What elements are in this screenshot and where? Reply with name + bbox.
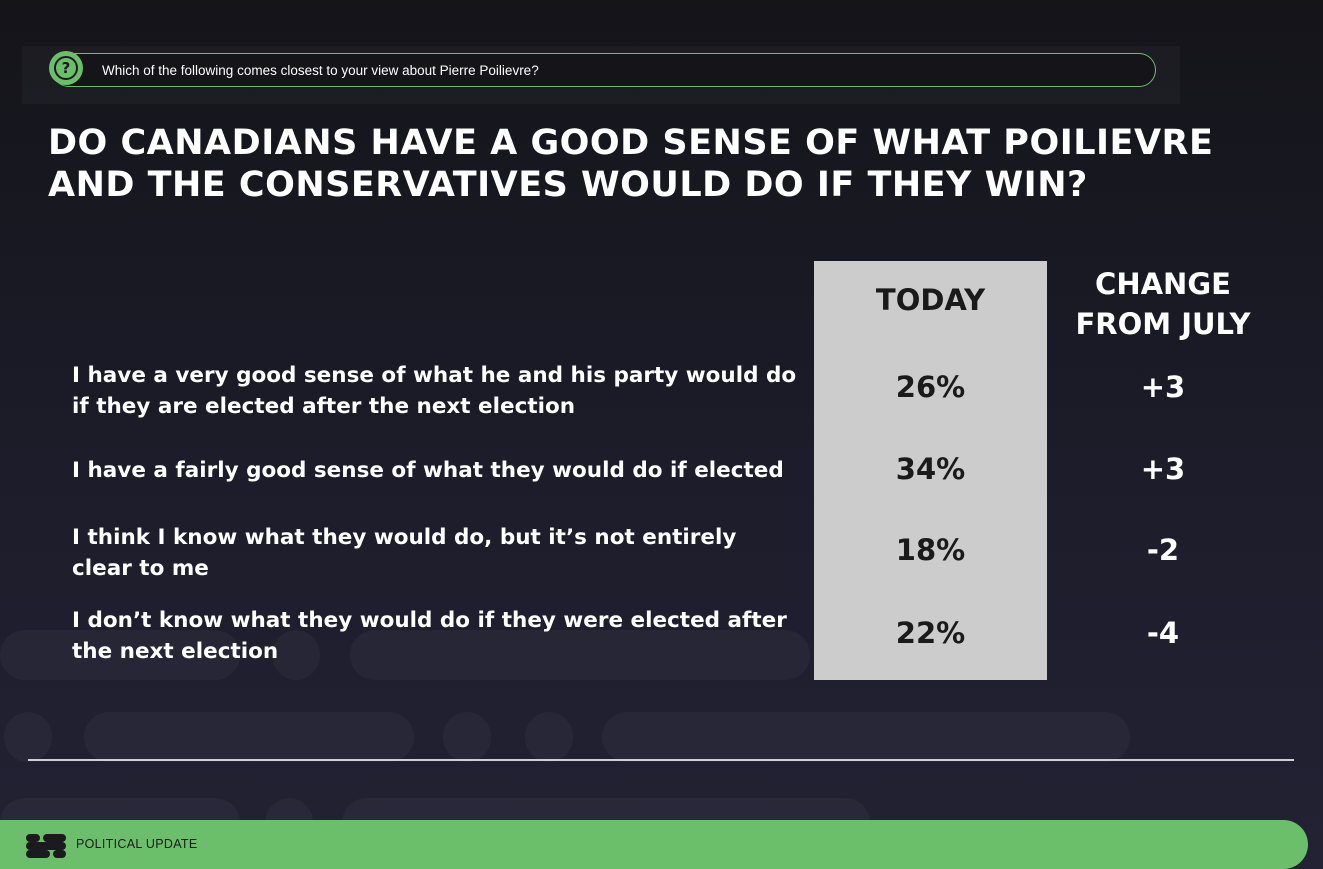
background-decoration (4, 712, 52, 762)
change-column-header: CHANGE FROM JULY (1075, 267, 1251, 341)
today-column-header: TODAY (875, 283, 986, 317)
today-column-background (814, 261, 1047, 680)
background-decoration (84, 712, 414, 762)
footer-divider (28, 759, 1294, 761)
footer-label: POLITICAL UPDATE (76, 837, 198, 851)
background-decoration (443, 712, 491, 762)
question-icon: ? (49, 51, 83, 85)
table-row-today-value: 34% (895, 452, 966, 486)
background-decoration (525, 712, 573, 762)
table-row-change-value: +3 (1140, 452, 1186, 486)
page-title: DO CANADIANS HAVE A GOOD SENSE OF WHAT P… (48, 123, 1214, 205)
brand-logo-icon (26, 834, 66, 858)
table-row-label: I have a fairly good sense of what they … (72, 458, 784, 483)
question-text: Which of the following comes closest to … (102, 62, 539, 78)
table-row-change-value: +3 (1140, 370, 1186, 404)
footer-bar: POLITICAL UPDATE (0, 820, 1308, 869)
table-row-label: I don’t know what they would do if they … (72, 608, 787, 664)
question-mark-glyph: ? (54, 56, 78, 80)
table-row-label: I think I know what they would do, but i… (72, 525, 737, 581)
table-row-today-value: 26% (895, 370, 966, 404)
question-bar: Which of the following comes closest to … (52, 53, 1156, 87)
table-row-label: I have a very good sense of what he and … (72, 363, 797, 419)
table-row-change-value: -2 (1146, 533, 1180, 567)
table-row-today-value: 18% (895, 533, 966, 567)
table-row-today-value: 22% (895, 616, 966, 650)
background-decoration (602, 712, 1130, 762)
table-row-change-value: -4 (1146, 616, 1180, 650)
